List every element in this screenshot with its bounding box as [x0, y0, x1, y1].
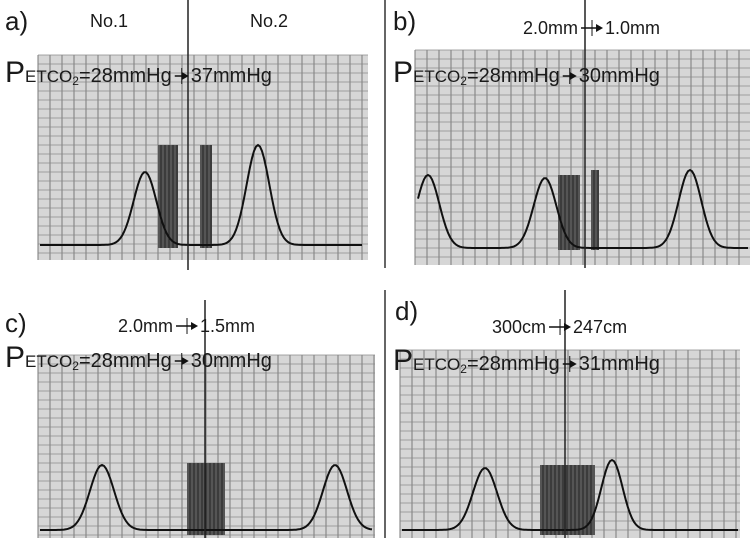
pressure-to: 37mmHg [191, 65, 272, 87]
setting-from: 2.0mm [523, 18, 578, 38]
pressure-from: =28mmHg [79, 350, 172, 372]
pressure-to: 30mmHg [579, 65, 660, 87]
pressure-from: =28mmHg [79, 65, 172, 87]
pressure-index: ETCO [25, 67, 72, 86]
pressure-to: 31mmHg [579, 353, 660, 375]
panel-label: c) [5, 308, 27, 338]
panel-label: b) [393, 6, 416, 36]
pressure-index: ETCO [413, 67, 460, 86]
setting-to: 247cm [573, 317, 627, 337]
pressure-symbol: P [393, 56, 413, 89]
setting-to: 1.0mm [605, 18, 660, 38]
gas-bar [200, 145, 212, 248]
panel-label: d) [395, 296, 418, 326]
setting-from: 300cm [492, 317, 546, 337]
pressure-symbol: P [393, 344, 413, 377]
figure: a)No.1No.2PETCO2=28mmHg37mmHgb)2.0mm1.0m… [0, 0, 750, 538]
marker-label: No.1 [90, 11, 128, 31]
pressure-symbol: P [5, 56, 25, 89]
setting-to: 1.5mm [200, 316, 255, 336]
pressure-from: =28mmHg [467, 353, 560, 375]
pressure-to: 30mmHg [191, 350, 272, 372]
pressure-index: ETCO [413, 355, 460, 374]
pressure-symbol: P [5, 341, 25, 374]
panel-label: a) [5, 6, 28, 36]
pressure-index: ETCO [25, 352, 72, 371]
marker-label: No.2 [250, 11, 288, 31]
setting-from: 2.0mm [118, 316, 173, 336]
pressure-from: =28mmHg [467, 65, 560, 87]
